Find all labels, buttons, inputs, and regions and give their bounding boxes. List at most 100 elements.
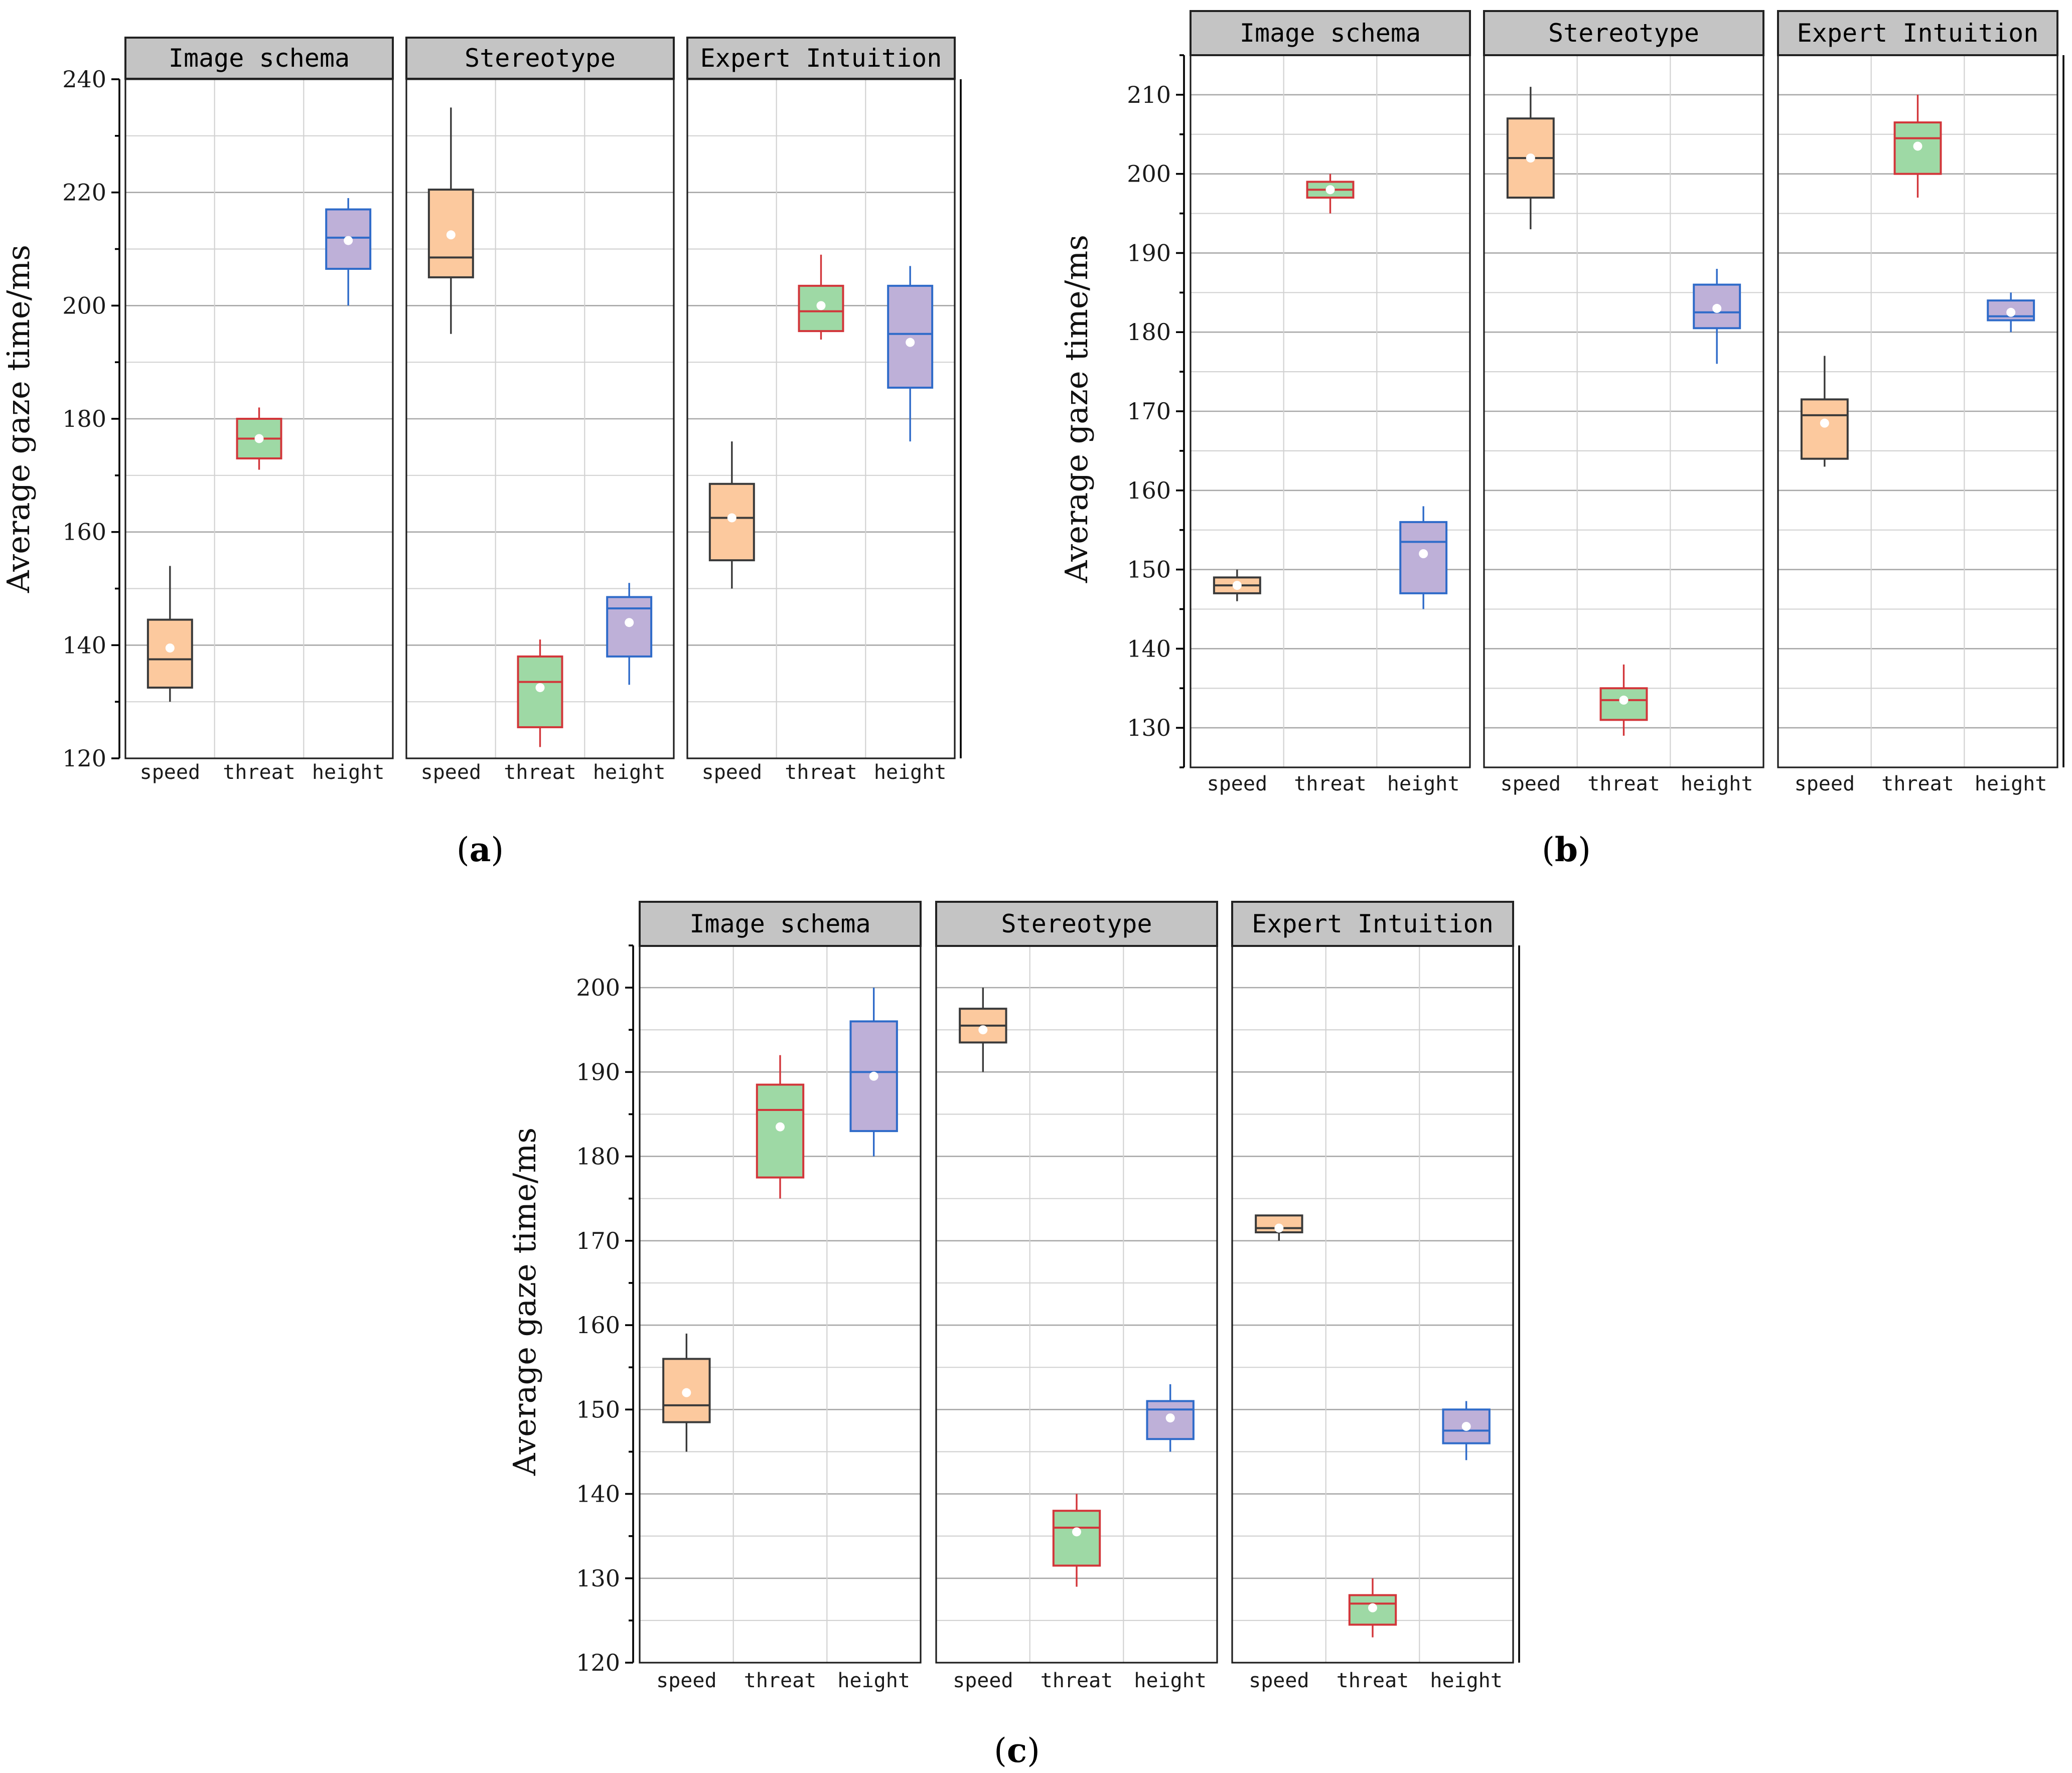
facet-strip	[124, 37, 394, 80]
facet-title: Image schema	[169, 44, 350, 73]
facet-panel: Image schema speed threat height	[639, 901, 922, 1692]
mean-marker	[1712, 303, 1722, 313]
category-label: height	[593, 761, 666, 784]
category-label: speed	[702, 761, 762, 784]
facet-panel: Expert Intuition speed threat height	[1231, 901, 1514, 1692]
facet-strip	[1777, 10, 2058, 56]
mean-marker	[869, 1071, 878, 1081]
category-label: threat	[785, 761, 857, 784]
box-speed	[1800, 356, 1849, 467]
mean-marker	[1072, 1527, 1081, 1537]
caption-letter: c	[1007, 1731, 1027, 1770]
panel-frame	[1231, 944, 1514, 1664]
category-label: height	[874, 761, 947, 784]
mean-marker	[1419, 549, 1428, 558]
box-speed	[1255, 1214, 1303, 1241]
category-label: height	[1430, 1669, 1503, 1692]
y-tick-label: 160	[1127, 477, 1171, 504]
facet-panel: Expert Intuition speed threat height	[1777, 10, 2058, 795]
box-speed	[708, 441, 755, 589]
y-tick-label: 190	[1127, 239, 1171, 266]
y-tick-label: 120	[62, 745, 106, 772]
facet-title: Expert Intuition	[1252, 909, 1494, 938]
y-axis-title: Average gaze time/ms	[506, 1127, 543, 1476]
category-label: speed	[1795, 772, 1855, 795]
facet-title: Image schema	[1240, 19, 1421, 48]
box-threat	[517, 639, 563, 747]
box-threat	[1348, 1578, 1397, 1638]
y-tick-label: 160	[62, 519, 106, 546]
box-iqr	[887, 284, 934, 389]
category-label: speed	[656, 1669, 716, 1692]
y-axis-title: Average gaze time/ms	[1058, 235, 1095, 583]
box-height	[325, 198, 372, 306]
chart-c: Image schema speed threat height Stereotype s…	[506, 901, 1520, 1770]
category-label: threat	[1294, 772, 1367, 795]
caption-letter: a	[470, 830, 491, 869]
category-label: threat	[1041, 1669, 1113, 1692]
y-tick-label: 130	[576, 1565, 620, 1592]
mean-marker	[1165, 1413, 1175, 1423]
facet-panel: Stereotype speed threat height	[1483, 10, 1764, 795]
y-tick-label: 200	[1127, 160, 1171, 188]
category-label: threat	[1587, 772, 1660, 795]
mean-marker	[1325, 185, 1335, 195]
y-tick-label: 160	[576, 1312, 620, 1339]
mean-marker	[1232, 581, 1242, 590]
box-threat	[798, 254, 844, 340]
mean-marker	[682, 1388, 691, 1397]
facet-panel: Stereotype speed threat height	[405, 37, 675, 784]
mean-marker	[776, 1122, 785, 1132]
box-speed	[1506, 87, 1555, 230]
category-label: speed	[953, 1669, 1013, 1692]
mean-marker	[165, 643, 175, 653]
mean-marker	[625, 618, 634, 627]
box-threat	[1306, 174, 1355, 214]
box-height	[849, 988, 898, 1157]
y-tick-label: 180	[62, 405, 106, 432]
facet-strip	[1190, 10, 1471, 56]
category-label: height	[837, 1669, 910, 1692]
subfigure-caption: (b)	[1542, 830, 1591, 869]
box-iqr	[146, 618, 193, 689]
box-threat	[236, 407, 282, 470]
y-tick-label: 120	[576, 1649, 620, 1676]
y-tick-label: 180	[1127, 318, 1171, 346]
mean-marker	[1820, 418, 1829, 428]
box-speed	[146, 566, 193, 702]
facet-panel: Image schema speed threat height	[124, 37, 394, 784]
chart-b: Image schema speed threat height Stereotype s…	[1058, 10, 2064, 869]
y-tick-label: 150	[576, 1396, 620, 1423]
category-label: speed	[1249, 1669, 1309, 1692]
chart-a: Image schema speed threat height Stereotype s…	[0, 37, 962, 869]
facet-strip	[686, 37, 956, 80]
box-threat	[1599, 664, 1648, 736]
y-tick-label: 140	[62, 631, 106, 659]
box-height	[1693, 269, 1741, 364]
mean-marker	[535, 683, 545, 692]
mean-marker	[446, 230, 456, 240]
category-label: threat	[504, 761, 576, 784]
facet-title: Expert Intuition	[1797, 19, 2039, 48]
y-tick-label: 170	[1127, 398, 1171, 425]
caption-letter: b	[1555, 830, 1578, 869]
category-label: height	[1681, 772, 1753, 795]
facet-panel: Stereotype speed threat height	[935, 901, 1218, 1692]
box-height	[1399, 506, 1448, 609]
y-tick-label: 140	[1127, 635, 1171, 662]
box-height	[606, 583, 653, 685]
box-height	[1987, 292, 2035, 333]
box-threat	[756, 1055, 805, 1199]
box-speed	[959, 988, 1007, 1072]
y-tick-label: 140	[576, 1481, 620, 1508]
y-tick-label: 180	[576, 1143, 620, 1170]
box-speed	[1213, 569, 1261, 601]
subfigure-caption: (c)	[994, 1731, 1040, 1770]
facet-title: Expert Intuition	[700, 44, 942, 73]
mean-marker	[727, 513, 736, 523]
box-threat	[1052, 1494, 1101, 1587]
category-label: threat	[1881, 772, 1954, 795]
y-tick-label: 240	[62, 66, 106, 93]
facet-strip	[405, 37, 675, 80]
category-label: speed	[1501, 772, 1561, 795]
